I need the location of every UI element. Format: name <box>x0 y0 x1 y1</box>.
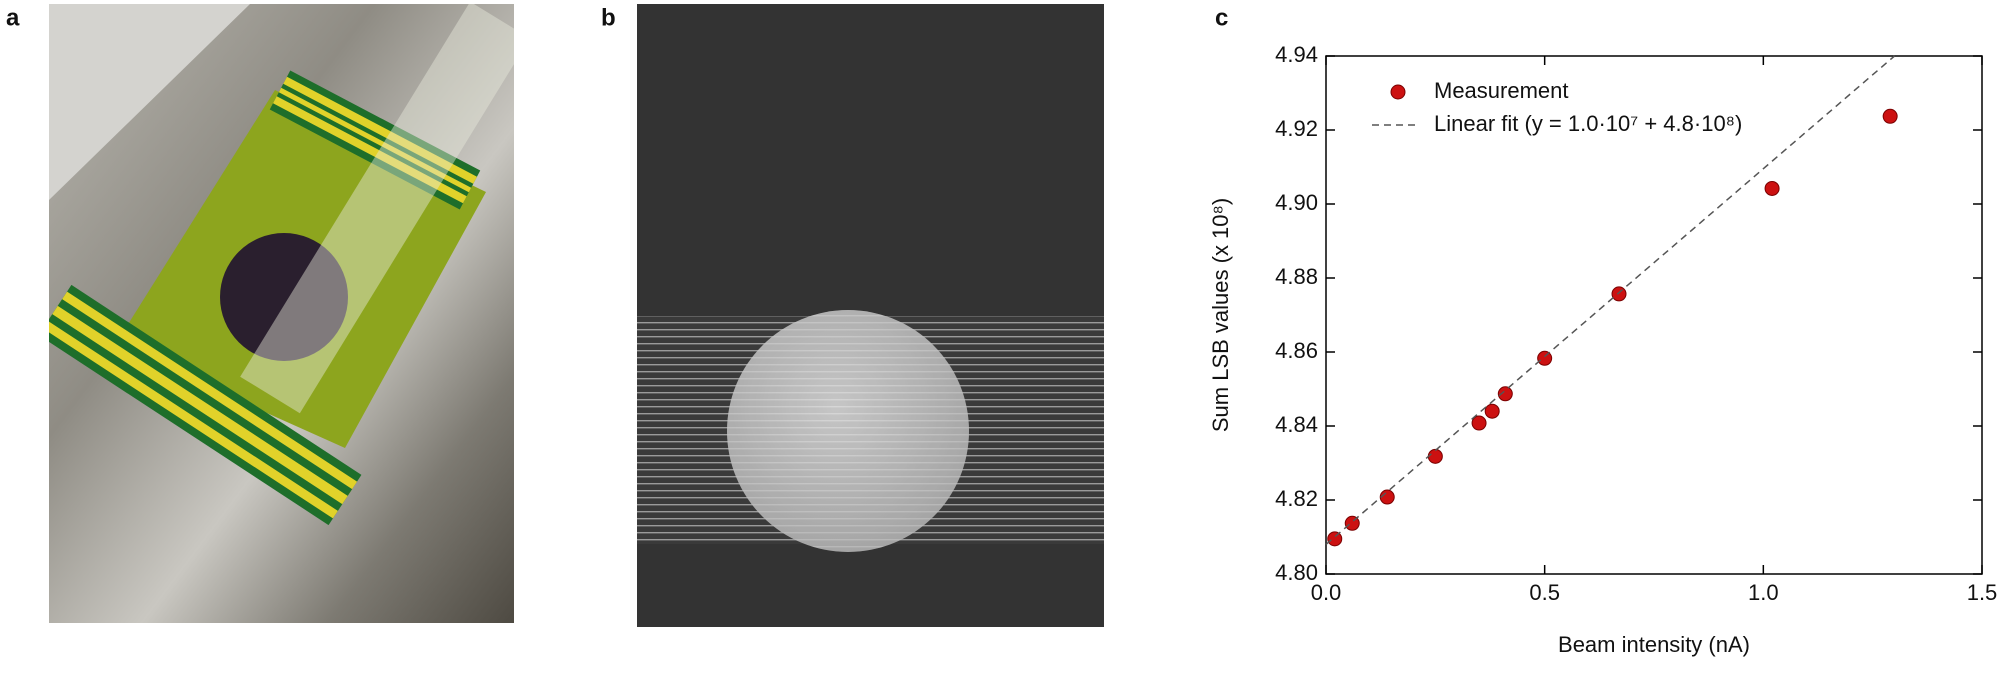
legend-marker <box>1390 84 1406 100</box>
y-tick-label: 4.84 <box>1275 412 1318 437</box>
y-tick-label: 4.88 <box>1275 264 1318 289</box>
data-point <box>1327 531 1343 547</box>
y-tick-label: 4.82 <box>1275 486 1318 511</box>
legend-label: Linear fit (y = 1.0·10⁷ + 4.8·10⁸) <box>1434 111 1742 136</box>
panel-label: b <box>601 4 616 31</box>
panel-label: c <box>1215 4 1228 31</box>
data-point <box>1484 403 1500 419</box>
data-point <box>1427 448 1443 464</box>
photo <box>49 4 514 623</box>
data-point <box>1882 108 1898 124</box>
x-tick-label: 1.5 <box>1967 580 1998 605</box>
data-point <box>1379 489 1395 505</box>
x-tick-label: 1.0 <box>1748 580 1779 605</box>
x-tick-label: 0.5 <box>1529 580 1560 605</box>
y-tick-label: 4.92 <box>1275 116 1318 141</box>
y-axis-label: Sum LSB values (x 10⁸) <box>1208 198 1233 432</box>
scan-image <box>637 4 1104 627</box>
y-tick-label: 4.90 <box>1275 190 1318 215</box>
data-point <box>1764 180 1780 196</box>
y-tick-label: 4.86 <box>1275 338 1318 363</box>
data-point <box>1537 350 1553 366</box>
x-tick-label: 0.0 <box>1311 580 1342 605</box>
y-tick-label: 4.80 <box>1275 560 1318 585</box>
y-tick-label: 4.94 <box>1275 42 1318 67</box>
data-point <box>1611 286 1627 302</box>
fit-line <box>1325 55 1896 545</box>
panel-label: a <box>6 4 20 31</box>
data-point <box>1471 415 1487 431</box>
x-axis-label: Beam intensity (nA) <box>1558 632 1750 657</box>
data-point <box>1497 386 1513 402</box>
legend-label: Measurement <box>1434 78 1569 103</box>
plot-frame <box>1325 55 1983 575</box>
